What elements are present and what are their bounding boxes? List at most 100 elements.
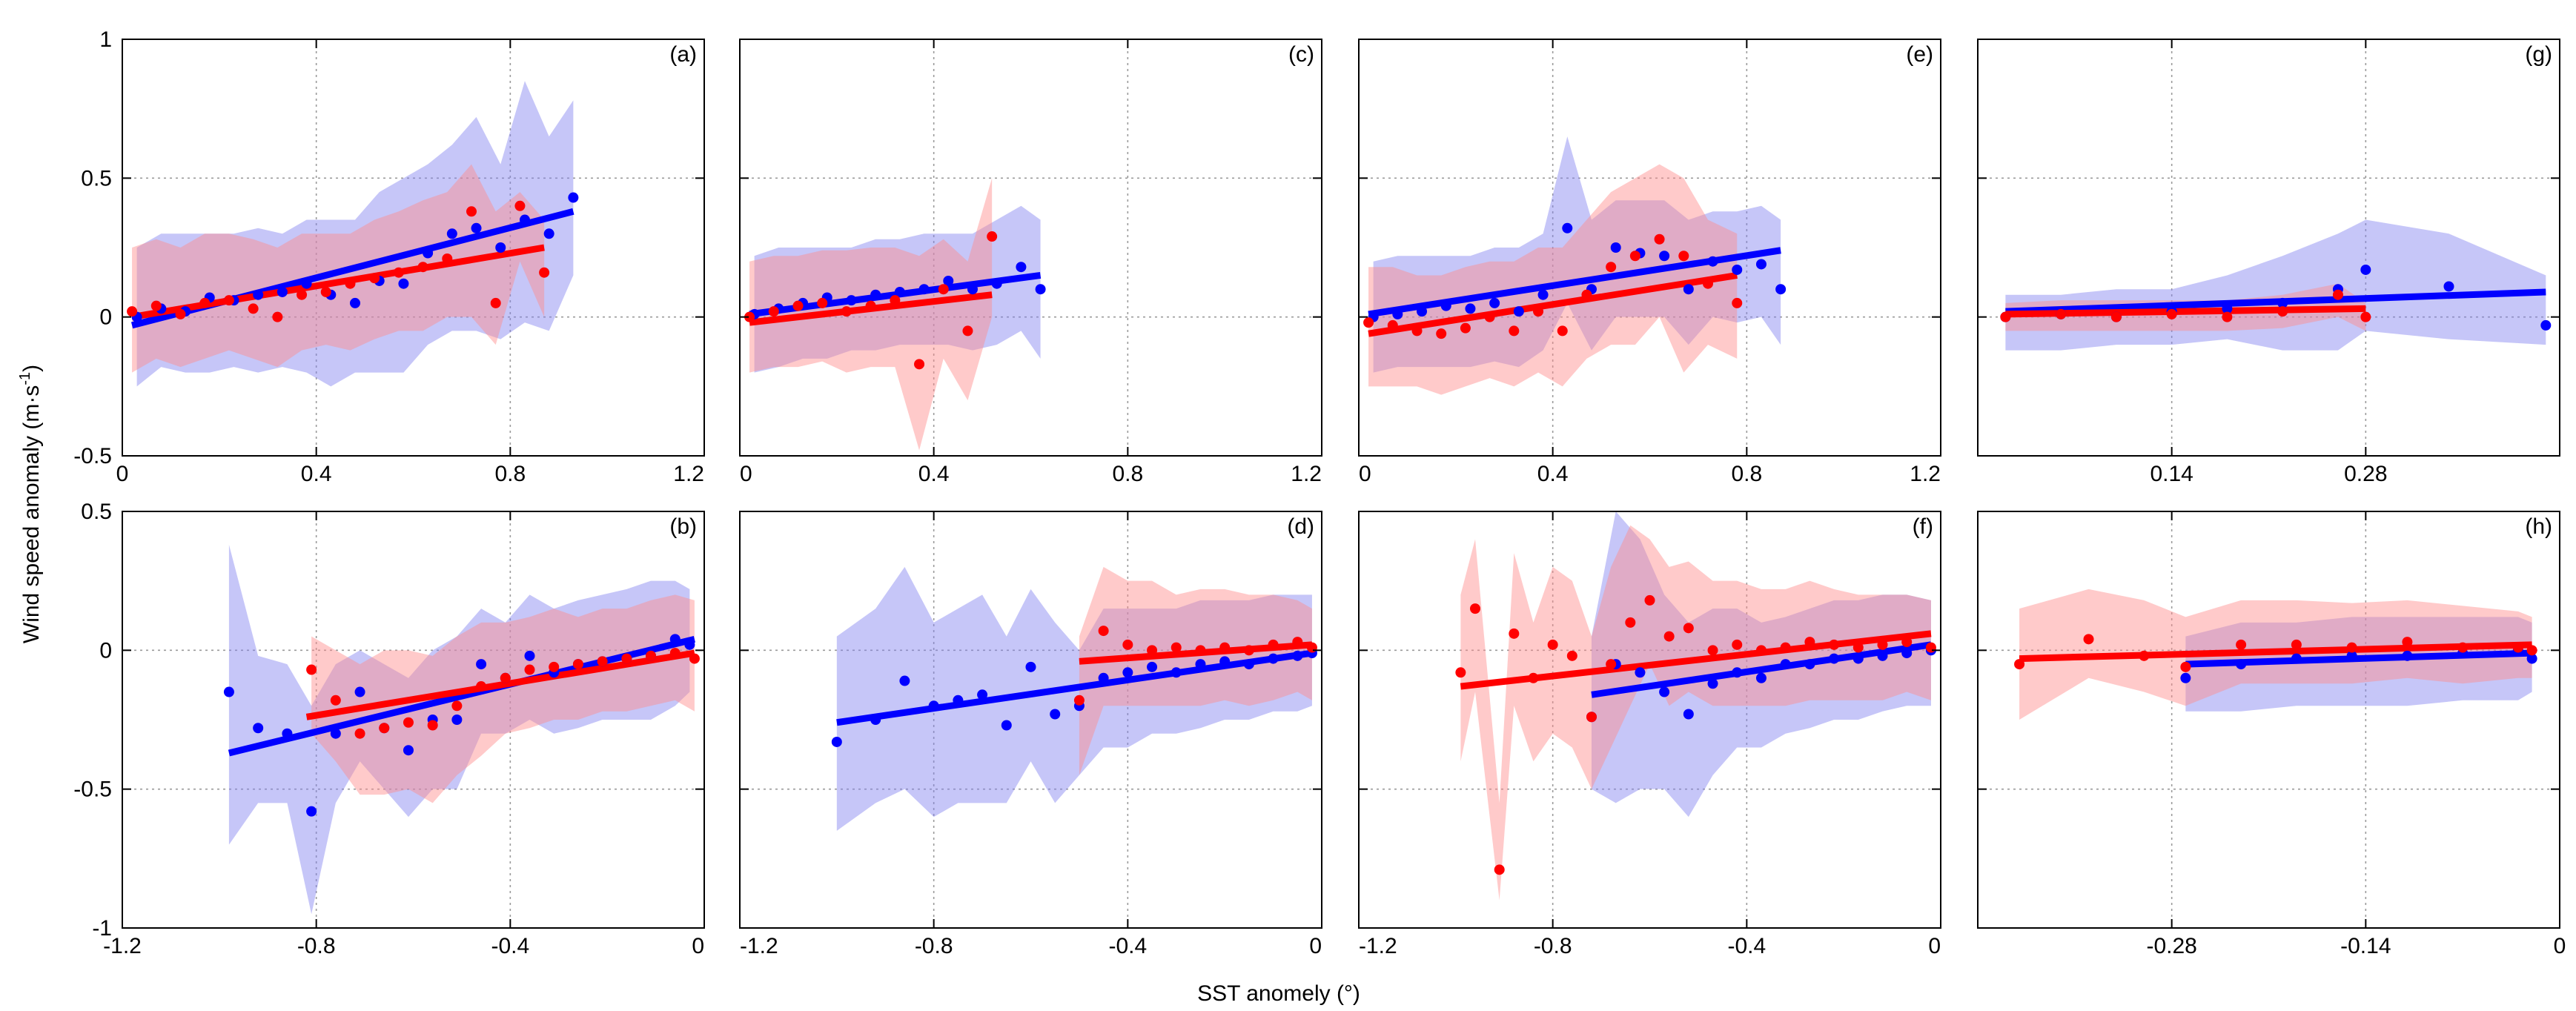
panel-b-red-point bbox=[689, 653, 700, 664]
panel-e-blue-point bbox=[1659, 251, 1670, 262]
panel-a-blue-point bbox=[277, 286, 288, 297]
panel-b-red-point bbox=[646, 650, 657, 661]
panel-h-red-point bbox=[2083, 634, 2094, 645]
panel-a-label: (a) bbox=[669, 42, 697, 67]
panel-f-blue-point bbox=[1659, 686, 1670, 697]
panel-f-blue-point bbox=[1707, 678, 1718, 689]
y-axis-label-superscript: -1 bbox=[17, 372, 33, 385]
panel-b-plot-area bbox=[223, 544, 700, 915]
panel-e-red-point bbox=[1387, 319, 1398, 331]
panel-d-red-point bbox=[1073, 695, 1085, 706]
panel-e-blue-point bbox=[1489, 297, 1500, 308]
panel-e-background bbox=[1359, 39, 1941, 456]
panel-a-red-point bbox=[175, 308, 186, 319]
panel-c-blue-point bbox=[870, 289, 881, 300]
panel-b-blue-point bbox=[476, 659, 487, 670]
panel-d-blue-point bbox=[953, 695, 964, 706]
panel-b-xtick-label: -0.4 bbox=[491, 934, 529, 958]
panel-b-ytick-label: -0.5 bbox=[73, 778, 112, 802]
panel-d-blue-point bbox=[831, 736, 842, 747]
panel-d-label: (d) bbox=[1287, 514, 1314, 539]
panel-a-red-point bbox=[127, 306, 138, 317]
panel-h-plot-area bbox=[2014, 589, 2537, 720]
panel-a-xtick-label: 0.4 bbox=[301, 462, 332, 486]
panel-a-blue-point bbox=[495, 242, 506, 253]
panel-c-blue-point bbox=[846, 295, 857, 306]
panel-e-blue-point bbox=[1537, 289, 1549, 300]
panel-d-red-point bbox=[1195, 645, 1206, 656]
panel-h-red-point bbox=[2014, 659, 2025, 670]
panel-f-red-point bbox=[1663, 631, 1675, 642]
panel-h-xtick-label: -0.28 bbox=[2146, 934, 2196, 958]
panel-g-blue-point bbox=[2277, 297, 2288, 308]
panel-a-blue-point bbox=[543, 228, 554, 239]
panel-a-red-point bbox=[272, 311, 283, 322]
panel-a-plot-area bbox=[127, 81, 579, 387]
panel-a-red-point bbox=[466, 206, 477, 217]
panel-f-red-point bbox=[1683, 623, 1694, 634]
panel-b-blue-point bbox=[354, 686, 365, 697]
panel-b-blue-point bbox=[282, 728, 293, 739]
panel-f-red-point bbox=[1901, 637, 1913, 648]
panel-f-blue-band bbox=[1592, 511, 1931, 818]
panel-c-background bbox=[740, 39, 1322, 456]
panel-h-red-point bbox=[2402, 637, 2413, 648]
panel-f-red-point bbox=[1755, 645, 1767, 656]
panel-f-red-point bbox=[1586, 712, 1597, 723]
panel-c-red-point bbox=[914, 359, 925, 370]
panel-a-xtick-label: 1.2 bbox=[673, 462, 704, 486]
panel-d-blue-point bbox=[1171, 667, 1182, 678]
panel-e-blue-point bbox=[1513, 306, 1524, 317]
panel-f-red-point bbox=[1925, 642, 1936, 653]
panel-b-blue-point bbox=[403, 745, 414, 756]
panel-c-red-point bbox=[768, 306, 779, 317]
panel-e-red-point bbox=[1363, 317, 1374, 328]
panel-h-blue-band bbox=[2185, 617, 2532, 712]
panel-e-red-point bbox=[1678, 251, 1689, 262]
panel-b-blue-point bbox=[330, 728, 341, 739]
panel-f-red-point bbox=[1455, 667, 1466, 678]
panel-b-blue-point bbox=[253, 723, 264, 734]
y-axis-label: Wind speed anomaly (m·s-1) bbox=[17, 365, 44, 643]
panel-c-blue-point bbox=[1016, 262, 1027, 273]
panel-e-red-point bbox=[1533, 306, 1544, 317]
panel-a-ytick-label: 0.5 bbox=[81, 166, 112, 190]
panel-h-red-point bbox=[2346, 642, 2357, 653]
panel-d-blue-point bbox=[899, 675, 910, 686]
panel-d-red-point bbox=[1306, 642, 1317, 653]
panel-c-xtick-label: 1.2 bbox=[1291, 462, 1322, 486]
panel-g-red-point bbox=[2222, 311, 2233, 322]
panel-a-blue-point bbox=[350, 297, 360, 308]
panel-f-red-point bbox=[1566, 650, 1577, 661]
panel-d-blue-point bbox=[1243, 659, 1254, 670]
panel-h-frame bbox=[1977, 511, 2560, 929]
panel-d: -1.2 -0.8 -0.4 0 (d) bbox=[739, 511, 1322, 958]
panel-b-blue-band bbox=[228, 544, 690, 915]
panel-h-blue-point bbox=[2526, 653, 2537, 664]
panel-h-blue-point bbox=[2180, 672, 2191, 683]
panel-d-blue-point bbox=[1122, 667, 1133, 678]
panel-f-label: (f) bbox=[1913, 514, 1933, 539]
panel-d-blue-point bbox=[1147, 661, 1158, 672]
panel-d-blue-point bbox=[977, 689, 988, 700]
panel-d-blue-point bbox=[1001, 720, 1012, 731]
panel-d-red-point bbox=[1243, 645, 1254, 656]
panel-e-red-point bbox=[1411, 325, 1423, 337]
panel-g-xtick-label: 0.14 bbox=[2150, 462, 2193, 486]
panel-f-red-point bbox=[1707, 645, 1718, 656]
y-axis-label-close: ) bbox=[19, 365, 44, 372]
panel-b-blue-point bbox=[223, 686, 234, 697]
panel-e-red-band bbox=[1368, 164, 1738, 395]
panel-a-blue-point bbox=[301, 278, 312, 289]
panel-b-background bbox=[122, 511, 704, 928]
panel-e-red-point bbox=[1732, 297, 1743, 308]
panel-c-plot-area bbox=[744, 178, 1046, 451]
panel-f-red-point bbox=[1804, 637, 1815, 648]
panel-g-red-point bbox=[2000, 311, 2011, 322]
panel-e-blue-point bbox=[1392, 308, 1403, 319]
panel-d-blue-point bbox=[1219, 656, 1231, 667]
panel-f-blue-point bbox=[1901, 648, 1913, 659]
panel-b-blue-fit-line bbox=[228, 635, 695, 757]
panel-b-red-point bbox=[524, 664, 535, 675]
panel-c-red-point bbox=[938, 284, 949, 295]
